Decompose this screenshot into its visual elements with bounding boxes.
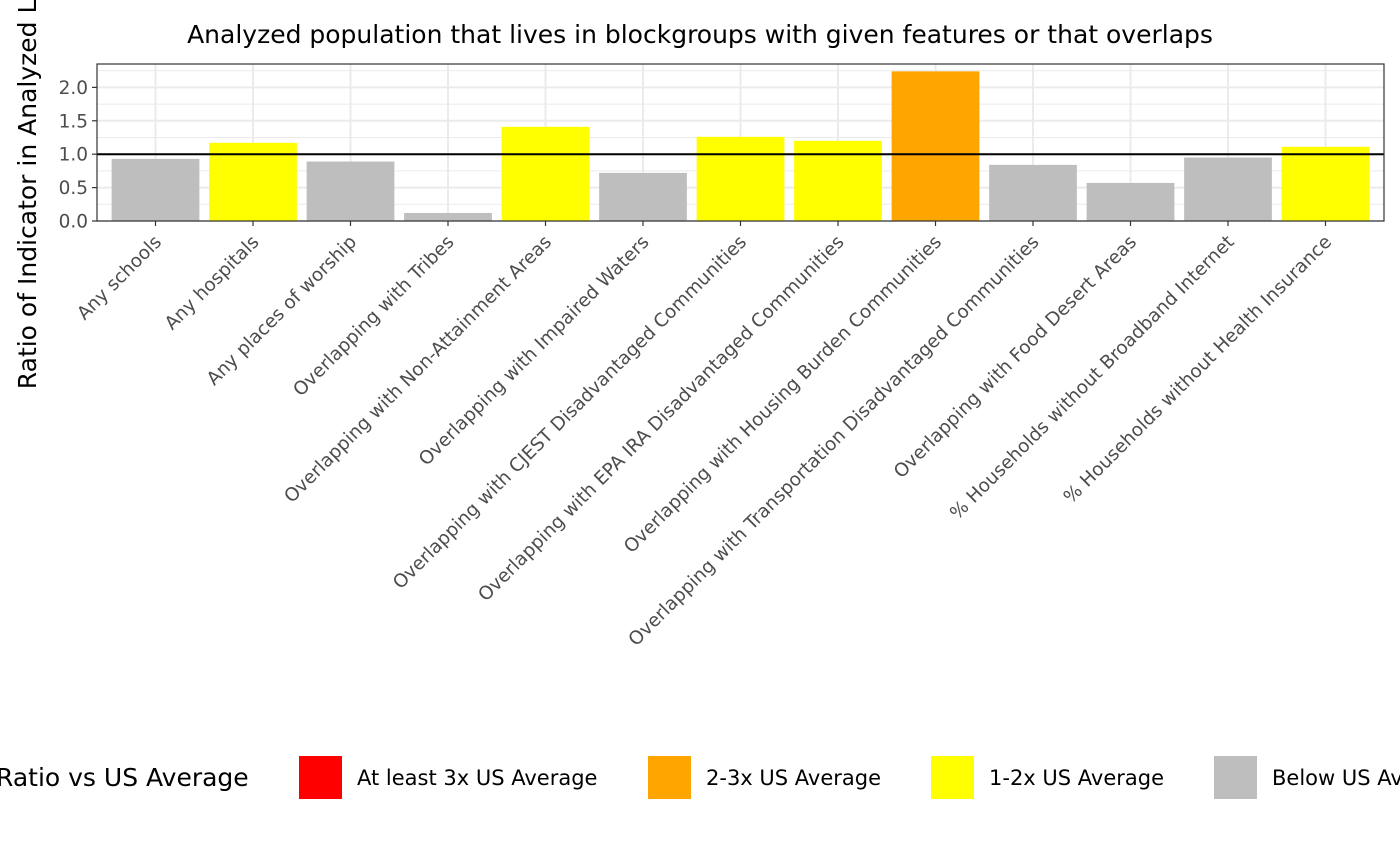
x-tick-label: Any schools [73,232,166,325]
legend: Ratio vs US Average At least 3x US Avera… [0,756,1400,799]
bar [111,158,200,221]
bar [404,212,492,221]
y-axis: 0.0 0.5 1.0 1.5 2.0 [59,78,97,233]
legend-key [299,756,342,799]
legend-label: Below US Average [1272,766,1400,790]
y-tick-label: 0.0 [59,212,88,233]
legend-title: Ratio vs US Average [0,763,249,792]
y-tick-label: 1.0 [59,145,88,166]
bar [794,140,882,221]
legend-key [931,756,974,799]
bar [1281,146,1370,221]
x-tick-label: Overlapping with EPA IRA Disadvantaged C… [474,232,848,606]
y-axis-title: Ratio of Indicator in Analyzed Locations [13,0,42,389]
bar [989,164,1077,221]
bar [306,161,395,221]
bar [209,142,297,221]
y-tick-label: 0.5 [59,178,88,199]
bar [891,71,980,221]
x-tick-label: Any hospitals [161,232,264,335]
bar [1184,157,1272,221]
legend-label: 2-3x US Average [706,766,881,790]
bars [111,71,1370,221]
x-tick-label: Overlapping with Tribes [289,232,458,401]
bar [696,136,785,221]
y-tick-label: 1.5 [59,111,88,132]
y-tick-label: 2.0 [59,78,88,99]
legend-label: At least 3x US Average [357,766,597,790]
bar [599,172,687,221]
chart-title: Analyzed population that lives in blockg… [187,20,1213,49]
legend-key [648,756,691,799]
x-tick-label: Overlapping with Housing Burden Communit… [620,232,946,558]
legend-key [1214,756,1257,799]
bar [1086,182,1175,221]
bar [501,126,590,221]
legend-label: 1-2x US Average [989,766,1164,790]
x-tick-label: Overlapping with CJEST Disadvantaged Com… [389,232,751,594]
